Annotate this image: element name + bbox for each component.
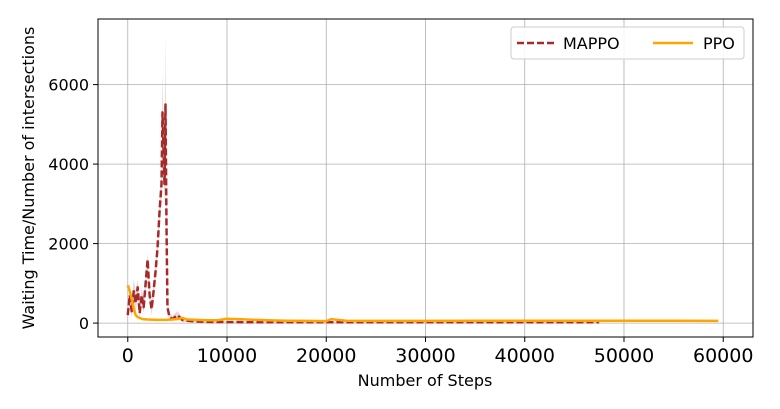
y-tick-label: 6000 xyxy=(48,76,89,95)
y-axis-ticks: 0 2000 4000 6000 xyxy=(48,76,98,333)
x-axis-label: Number of Steps xyxy=(358,371,493,390)
series-line-ppo xyxy=(126,284,719,323)
x-tick-label: 60000 xyxy=(693,345,753,367)
x-tick-label: 0 xyxy=(122,345,134,367)
y-axis-label: Waiting Time/Number of intersections xyxy=(19,27,38,330)
legend-label-ppo: PPO xyxy=(703,34,735,53)
x-tick-label: 50000 xyxy=(594,345,654,367)
x-tick-label: 40000 xyxy=(495,345,555,367)
x-tick-label: 20000 xyxy=(296,345,356,367)
x-tick-label: 10000 xyxy=(197,345,257,367)
legend-box xyxy=(510,26,745,60)
series-layer xyxy=(126,32,719,324)
series-line-mappo xyxy=(126,103,600,324)
x-tick-label: 30000 xyxy=(395,345,455,367)
legend: MAPPO PPO xyxy=(510,26,745,60)
y-tick-label: 2000 xyxy=(48,235,89,254)
y-tick-label: 4000 xyxy=(48,155,89,174)
gridlines xyxy=(98,19,753,337)
legend-label-mappo: MAPPO xyxy=(563,34,620,53)
x-axis-ticks: 0 10000 20000 30000 40000 50000 60000 xyxy=(122,337,753,367)
y-tick-label: 0 xyxy=(79,314,89,333)
